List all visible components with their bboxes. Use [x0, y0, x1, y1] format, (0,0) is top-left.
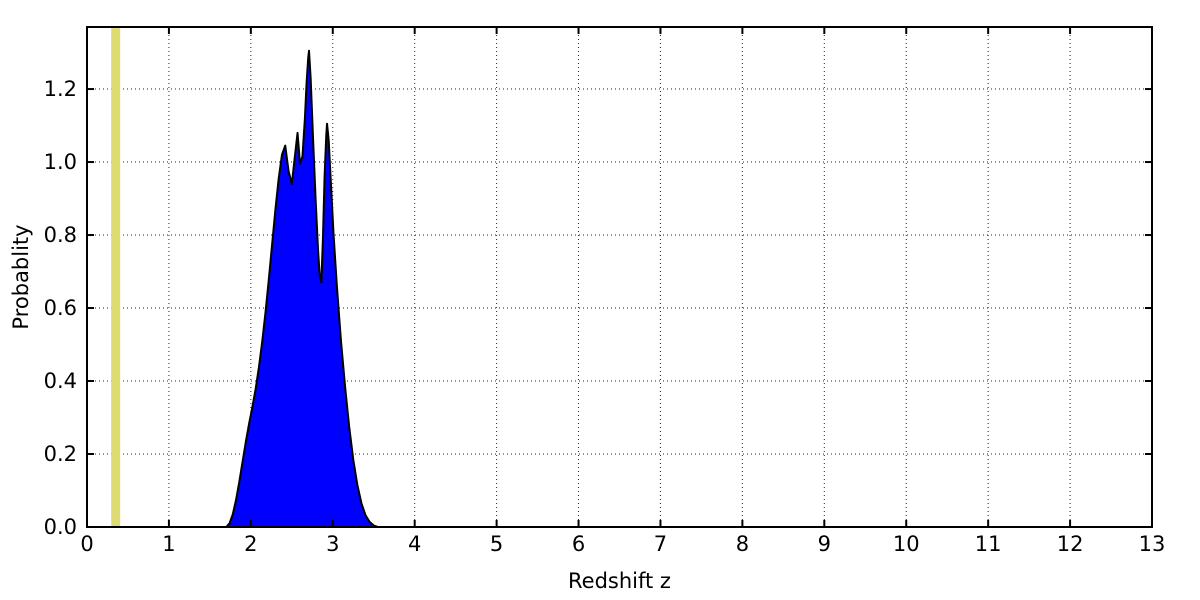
x-tick-label: 6: [572, 532, 585, 556]
gridlines: [87, 27, 1152, 527]
data-series-group: [225, 49, 379, 528]
axis-ticks: [86, 27, 1153, 528]
x-tick-label: 3: [326, 532, 339, 556]
x-tick-label: 1: [162, 532, 175, 556]
x-tick-label: 4: [408, 532, 421, 556]
y-tick-label: 0.8: [44, 223, 77, 247]
x-tick-label: 11: [975, 532, 1002, 556]
x-tick-label: 9: [818, 532, 831, 556]
y-tick-label: 1.2: [44, 77, 77, 101]
x-tick-label: 0: [80, 532, 93, 556]
y-tick-label: 0.0: [44, 515, 77, 539]
y-tick-labels: 0.0 0.2 0.4 0.6 0.8 1.0 1.2: [44, 77, 77, 539]
x-tick-label: 2: [244, 532, 257, 556]
y-tick-label: 0.4: [44, 369, 77, 393]
series-area-fill-0: [226, 50, 378, 527]
x-tick-label: 10: [893, 532, 920, 556]
x-tick-label: 5: [490, 532, 503, 556]
spectroscopic-redshift-band: [111, 28, 121, 527]
y-tick-label: 0.6: [44, 296, 77, 320]
annotation-bands: [111, 28, 121, 527]
x-tick-label: 8: [736, 532, 749, 556]
x-tick-label: 13: [1139, 532, 1166, 556]
x-tick-labels: 0 1 2 3 4 5 6 7 8 9 10 11 12 13: [80, 532, 1165, 556]
y-tick-label: 0.2: [44, 442, 77, 466]
y-axis-title: Probablity: [9, 224, 33, 329]
x-axis-title: Redshift z: [568, 569, 671, 593]
y-tick-label: 1.0: [44, 150, 77, 174]
axes-frame: [86, 26, 1153, 528]
x-tick-label: 12: [1057, 532, 1084, 556]
x-tick-label: 7: [654, 532, 667, 556]
series-outline-0: [225, 49, 379, 528]
